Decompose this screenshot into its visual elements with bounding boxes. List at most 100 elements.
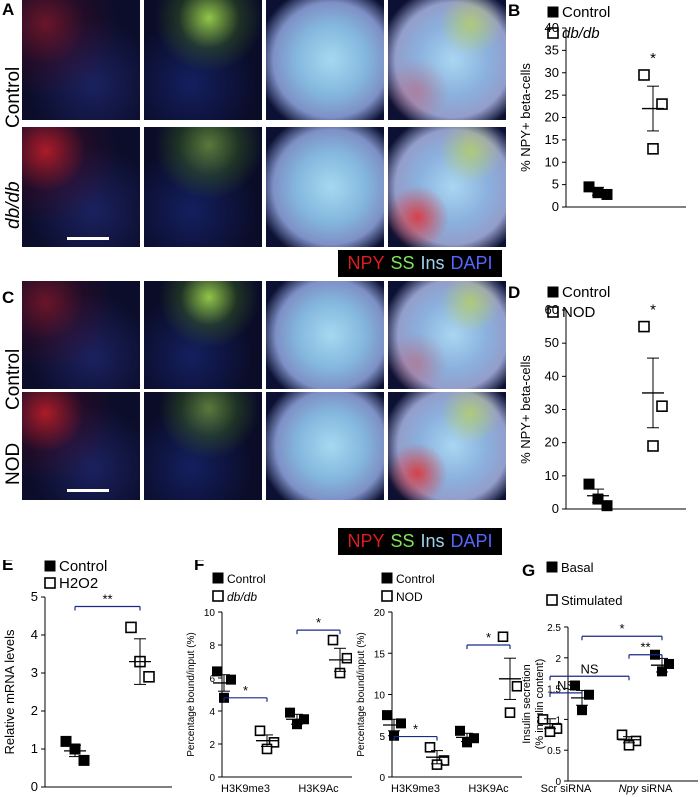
chart-g-ytick-label-1: 0.5 [547, 746, 561, 757]
chart-e-point-g0-2 [78, 754, 90, 766]
scale-bar [67, 489, 109, 492]
micrograph-a-r2-c2 [144, 127, 262, 247]
chart-f2-ytick-label-1: 5 [379, 732, 385, 743]
chart-f2-legend-label-0: Control [396, 572, 435, 586]
chart-d-npy-beta-cells-nod: D Control NOD 0 10 20 30 40 50 60 % NPY+ beta-cell… [508, 283, 686, 516]
chart-g-bracket-label-0: NS [580, 661, 598, 676]
chart-b-point-g1-2 [647, 143, 659, 155]
chart-e-point-g0-0 [60, 735, 72, 747]
chart-f1-point-g2-0 [285, 707, 295, 718]
chart-e-panel-letter: E [2, 560, 13, 574]
chart-g-xgroup-label-0: Scr siRNA [541, 783, 592, 795]
chart-f1-point-g1-1 [268, 737, 280, 748]
micrograph-a-r2-c4 [388, 127, 506, 247]
chart-b-ytick-label-4: 20 [545, 110, 559, 125]
chart-f-chip-dbdb: F Control db/db 0 2 4 6 8 10 Percentage bound/inp… [186, 560, 352, 795]
chart-g-ytick-label-5: 2.5 [547, 623, 561, 634]
chart-f2-xgroup-label-0: H3K9me3 [391, 783, 440, 795]
channel-dapi-label: DAPI [450, 253, 493, 273]
chart-d-ytick-label-6: 60 [545, 302, 559, 317]
micrograph-c-r1-c1 [22, 281, 140, 389]
chart-f1-point-g1-0 [254, 725, 266, 737]
chart-d-legend-label-0: Control [562, 284, 610, 301]
micrograph-a-r2-c3 [266, 127, 384, 247]
chart-d-ytick-label-4: 40 [545, 368, 559, 383]
micrograph-c-r1-c2 [144, 281, 262, 389]
micrograph-a-r1-c3 [266, 0, 384, 120]
chart-e-point-g1-0 [125, 621, 137, 634]
chart-g-ytick-label-4: 2 [555, 654, 561, 665]
chart-b-npy-beta-cells-dbdb: B Control db/db 0 5 10 15 20 25 30 35 40 % NPY+ beta… [508, 1, 686, 214]
chart-f1-legend-marker-0 [212, 572, 224, 584]
chart-f2-point-g3-1 [511, 680, 522, 692]
chart-d-point-g1-1 [656, 400, 668, 412]
chart-d-ytick-label-0: 0 [552, 501, 559, 516]
chart-f2-ytick-label-3: 15 [374, 649, 386, 660]
micrograph-c-r1-c3 [266, 281, 384, 389]
micrograph-a-r2-c1 [22, 127, 140, 247]
chart-g-legend-label-0: Basal [561, 560, 594, 575]
chart-f1-ylabel: Percentage bound/input (%) [186, 632, 197, 757]
chart-g-ytick-label-2: 1 [555, 715, 561, 726]
chart-d-annotation-0: * [650, 302, 656, 319]
chart-g-panel-letter: G [522, 561, 535, 580]
chart-b-point-g1-1 [656, 98, 668, 110]
chart-d-ytick-label-3: 30 [545, 402, 559, 417]
chart-g-legend-marker-0 [546, 561, 558, 573]
chart-f2-bracket-label-1: * [486, 630, 491, 645]
chart-f1-legend-label-1: db/db [227, 590, 257, 604]
chart-f1-xgroup-label-1: H3K9Ac [298, 783, 339, 795]
chart-g-ytick-label-3: 1.5 [547, 685, 561, 696]
chart-g-point-g1-0 [570, 680, 580, 691]
micrograph-c-r1-c4 [388, 281, 506, 389]
chart-b-legend-label-0: Control [562, 4, 610, 21]
chart-f2-ytick-label-4: 20 [374, 608, 386, 619]
chart-g-insulin-secretion: G Basal Stimulated 0 0.5 1 1.5 2 2.5 Insulin secr… [522, 560, 698, 795]
chart-g-bracket-label-2: ** [640, 640, 650, 655]
micrograph-c-r2-c3 [266, 392, 384, 500]
chart-f1-bracket-label-1: * [316, 615, 321, 630]
chart-d-panel-letter: D [508, 283, 520, 302]
chart-f2-point-g3-0 [497, 631, 509, 643]
channel-legend-c: NPY SS Ins DAPI [338, 528, 502, 555]
chart-d-legend-marker-0 [547, 286, 559, 298]
chart-b-legend-label-1: db/db [562, 25, 600, 42]
chart-g-point-g3-1 [664, 658, 674, 669]
chart-e-ytick-label-4: 4 [31, 627, 38, 642]
channel-legend-a: NPY SS Ins DAPI [338, 250, 502, 277]
chart-b-ytick-label-8: 40 [545, 20, 559, 35]
chart-f2-ytick-label-2: 10 [374, 691, 386, 702]
chart-f1-legend-marker-1 [212, 590, 224, 602]
micrograph-a-r1-c1 [22, 0, 140, 120]
channel-ss-label: SS [390, 531, 415, 551]
chart-d-ytick-label-1: 10 [545, 468, 559, 483]
chart-f2-ytick-label-0: 0 [379, 773, 385, 784]
micrograph-a-r1-c2 [144, 0, 262, 120]
channel-dapi-label: DAPI [450, 531, 493, 551]
channel-npy-label: NPY [347, 531, 385, 551]
channel-npy-label: NPY [347, 253, 385, 273]
chart-g-point-g1-2 [577, 705, 587, 716]
channel-ss-label: SS [390, 253, 415, 273]
micrograph-a-r1-c4 [388, 0, 506, 120]
chart-g-legend-marker-1 [546, 594, 558, 606]
chart-e-ylabel: Relative mRNA levels [2, 629, 17, 754]
chart-f2-point-g0-1 [396, 718, 406, 729]
channel-ins-label: Ins [420, 253, 445, 273]
chart-f1-point-g3-0 [327, 634, 339, 646]
chart-b-ytick-label-7: 35 [545, 42, 559, 57]
chart-b-panel-letter: B [508, 1, 520, 20]
chart-f-chip-nod: Control NOD 0 5 10 15 20 Percentage bound/input… [356, 572, 522, 795]
panel-label-a: A [2, 0, 15, 19]
chart-f2-ylabel: Percentage bound/input (%) [356, 632, 367, 757]
chart-g-bracket-label-1: NS [557, 678, 575, 693]
chart-b-ylabel: % NPY+ beta-cells [518, 63, 533, 172]
scale-bar [67, 237, 109, 240]
chart-f1-point-g0-0 [212, 666, 222, 677]
chart-f1-ytick-label-5: 10 [204, 608, 216, 619]
chart-g-ylabel-line-0: Insulin secretion [522, 664, 533, 744]
panel-label-c: C [2, 288, 15, 307]
micrograph-c-r2-c1 [22, 392, 140, 500]
chart-b-ytick-label-1: 5 [552, 177, 559, 192]
chart-f2-legend-marker-1 [381, 590, 393, 602]
